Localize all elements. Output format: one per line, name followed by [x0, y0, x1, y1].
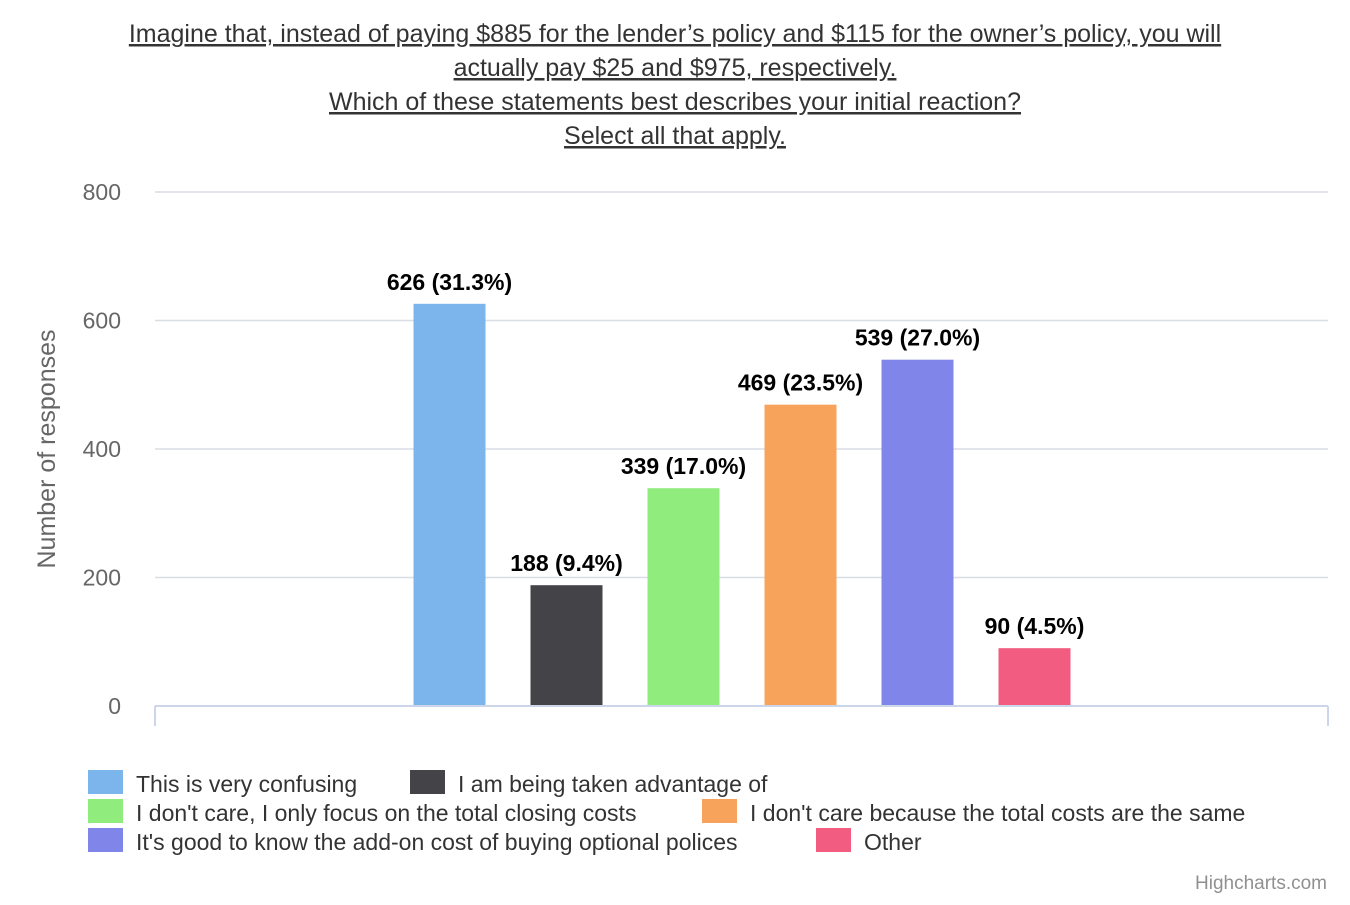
data-labels: 626 (31.3%) 188 (9.4%) 339 (17.0%) 469 (23.…	[387, 269, 1085, 639]
credits-link[interactable]: Highcharts.com	[1195, 873, 1327, 894]
legend-swatch	[88, 799, 123, 823]
bars	[413, 303, 1071, 706]
chart-title-line: Select all that apply.	[564, 122, 786, 150]
bar-5[interactable]	[881, 359, 954, 706]
gridlines	[155, 191, 1328, 579]
data-label: 539 (27.0%)	[855, 325, 980, 351]
legend-label: This is very confusing	[136, 771, 357, 797]
data-label: 188 (9.4%)	[510, 550, 623, 576]
x-axis	[154, 705, 1329, 726]
y-axis-ticks: 0 200 400 600 800	[83, 179, 121, 719]
chart-title-line: Imagine that, instead of paying $885 for…	[129, 20, 1221, 48]
data-label: 339 (17.0%)	[621, 453, 746, 479]
legend-label: I don't care because the total costs are…	[750, 800, 1245, 826]
chart-title-line: actually pay $25 and $975, respectively.	[454, 54, 897, 82]
y-tick-label: 400	[83, 436, 121, 462]
legend-label: I am being taken advantage of	[458, 771, 768, 797]
legend-label: Other	[864, 829, 922, 855]
chart-title-line: Which of these statements best describes…	[329, 88, 1021, 116]
legend-item[interactable]: Other	[816, 828, 922, 855]
legend-item[interactable]: I don't care because the total costs are…	[702, 799, 1245, 826]
data-label: 90 (4.5%)	[985, 613, 1085, 639]
legend-item[interactable]: It's good to know the add-on cost of buy…	[88, 828, 738, 855]
bar-3[interactable]	[647, 488, 720, 706]
bar-4[interactable]	[764, 404, 837, 706]
legend-item[interactable]: This is very confusing	[88, 770, 357, 797]
data-label: 626 (31.3%)	[387, 269, 512, 295]
legend-swatch	[410, 770, 445, 794]
bar-2[interactable]	[530, 585, 603, 706]
y-axis-title: Number of responses	[33, 329, 61, 568]
legend-swatch	[88, 770, 123, 794]
data-label: 469 (23.5%)	[738, 370, 863, 396]
y-tick-label: 600	[83, 308, 121, 334]
legend-item[interactable]: I don't care, I only focus on the total …	[88, 799, 636, 826]
legend-label: I don't care, I only focus on the total …	[136, 800, 636, 826]
legend-label: It's good to know the add-on cost of buy…	[136, 829, 738, 855]
bar-1[interactable]	[413, 303, 486, 706]
legend-item[interactable]: I am being taken advantage of	[410, 770, 768, 797]
legend: This is very confusing I am being taken a…	[88, 770, 1245, 855]
legend-swatch	[88, 828, 123, 852]
legend-swatch	[816, 828, 851, 852]
bar-6[interactable]	[998, 648, 1071, 706]
y-tick-label: 800	[83, 179, 121, 205]
y-tick-label: 0	[108, 693, 121, 719]
chart-title: Imagine that, instead of paying $885 for…	[129, 20, 1221, 150]
y-tick-label: 200	[83, 565, 121, 591]
legend-swatch	[702, 799, 737, 823]
